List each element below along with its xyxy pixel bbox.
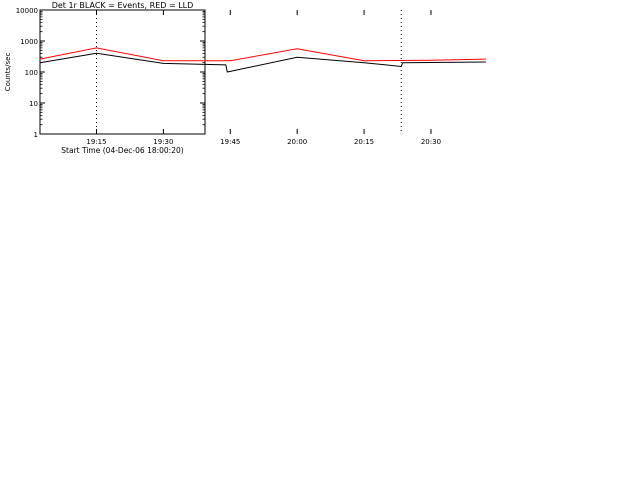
x-tick-label: 20:15	[354, 138, 374, 146]
plot-frame	[39, 9, 206, 135]
y-tick-label: 10	[29, 100, 38, 108]
y-tick-label: 10000	[16, 7, 38, 15]
x-axis-label: Start Time (04-Dec-06 18:00:20)	[61, 146, 183, 155]
y-tick-label: 1	[34, 131, 38, 139]
y-axis-label: Counts/sec	[4, 53, 12, 92]
x-tick-label: 20:00	[287, 138, 307, 146]
x-tick-label: 19:45	[220, 138, 240, 146]
y-tick-label: 1000	[20, 38, 38, 46]
x-tick-label: 19:30	[153, 138, 173, 146]
x-tick-label: 19:15	[86, 138, 106, 146]
chart-panel: Det 1r BLACK = Events, RED = LLD 1 10 100 10…	[4, 1, 486, 155]
x-tick-label: 20:30	[421, 138, 441, 146]
chart-title: Det 1r BLACK = Events, RED = LLD	[52, 1, 194, 10]
series-line	[39, 47, 486, 62]
y-tick-label: 100	[25, 69, 38, 77]
series-line	[39, 52, 486, 73]
